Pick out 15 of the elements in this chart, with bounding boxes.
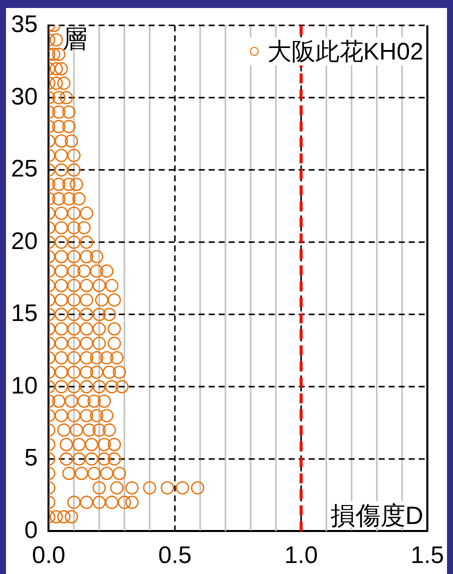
- y-tick-label: 20: [10, 228, 38, 255]
- y-tick-label: 30: [10, 83, 38, 110]
- x-tick-label: 0.5: [158, 542, 192, 570]
- y-tick-label: 25: [10, 156, 38, 183]
- y-tick-label: 0: [24, 516, 38, 544]
- legend-label: 大阪此花KH02: [267, 38, 424, 66]
- x-tick-label: 1.5: [410, 542, 444, 570]
- x-tick-label: 1.0: [284, 542, 318, 570]
- y-tick-label: 15: [10, 300, 38, 328]
- x-axis-title: 損傷度D: [330, 502, 424, 530]
- y-tick-label: 10: [10, 372, 38, 400]
- x-tick-label: 0.0: [32, 542, 66, 570]
- y-tick-label: 5: [24, 444, 38, 472]
- y-axis-title: 層: [62, 25, 88, 54]
- y-tick-label: 35: [10, 11, 38, 38]
